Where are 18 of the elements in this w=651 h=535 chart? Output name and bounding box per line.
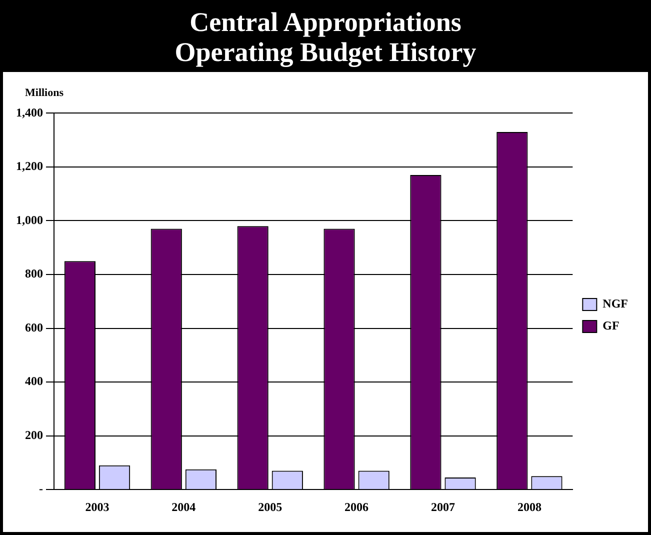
y-tick-label: 1,200 [16,159,43,174]
x-tick-label: 2005 [258,500,282,514]
legend-label: NGF [602,296,628,311]
x-tick-label: 2003 [85,500,110,514]
x-tick-label: 2006 [344,500,369,514]
legend-label: GF [602,318,620,333]
x-tick-label: 2008 [517,500,542,514]
x-tick-label: 2007 [431,500,455,514]
y-tick-label: 400 [25,374,43,388]
y-tick-label: 600 [25,320,43,334]
y-tick-label: 1,400 [16,105,43,120]
chart-title: Central Appropriations Operating Budget History [3,3,648,72]
y-tick-label: 200 [25,428,43,442]
y-tick-label: 800 [25,266,43,281]
y-axis-title: Millions [25,87,64,99]
x-tick-label: 2004 [172,500,196,514]
y-tick-label: 1,000 [16,212,43,227]
y-tick-label: - [39,482,43,496]
